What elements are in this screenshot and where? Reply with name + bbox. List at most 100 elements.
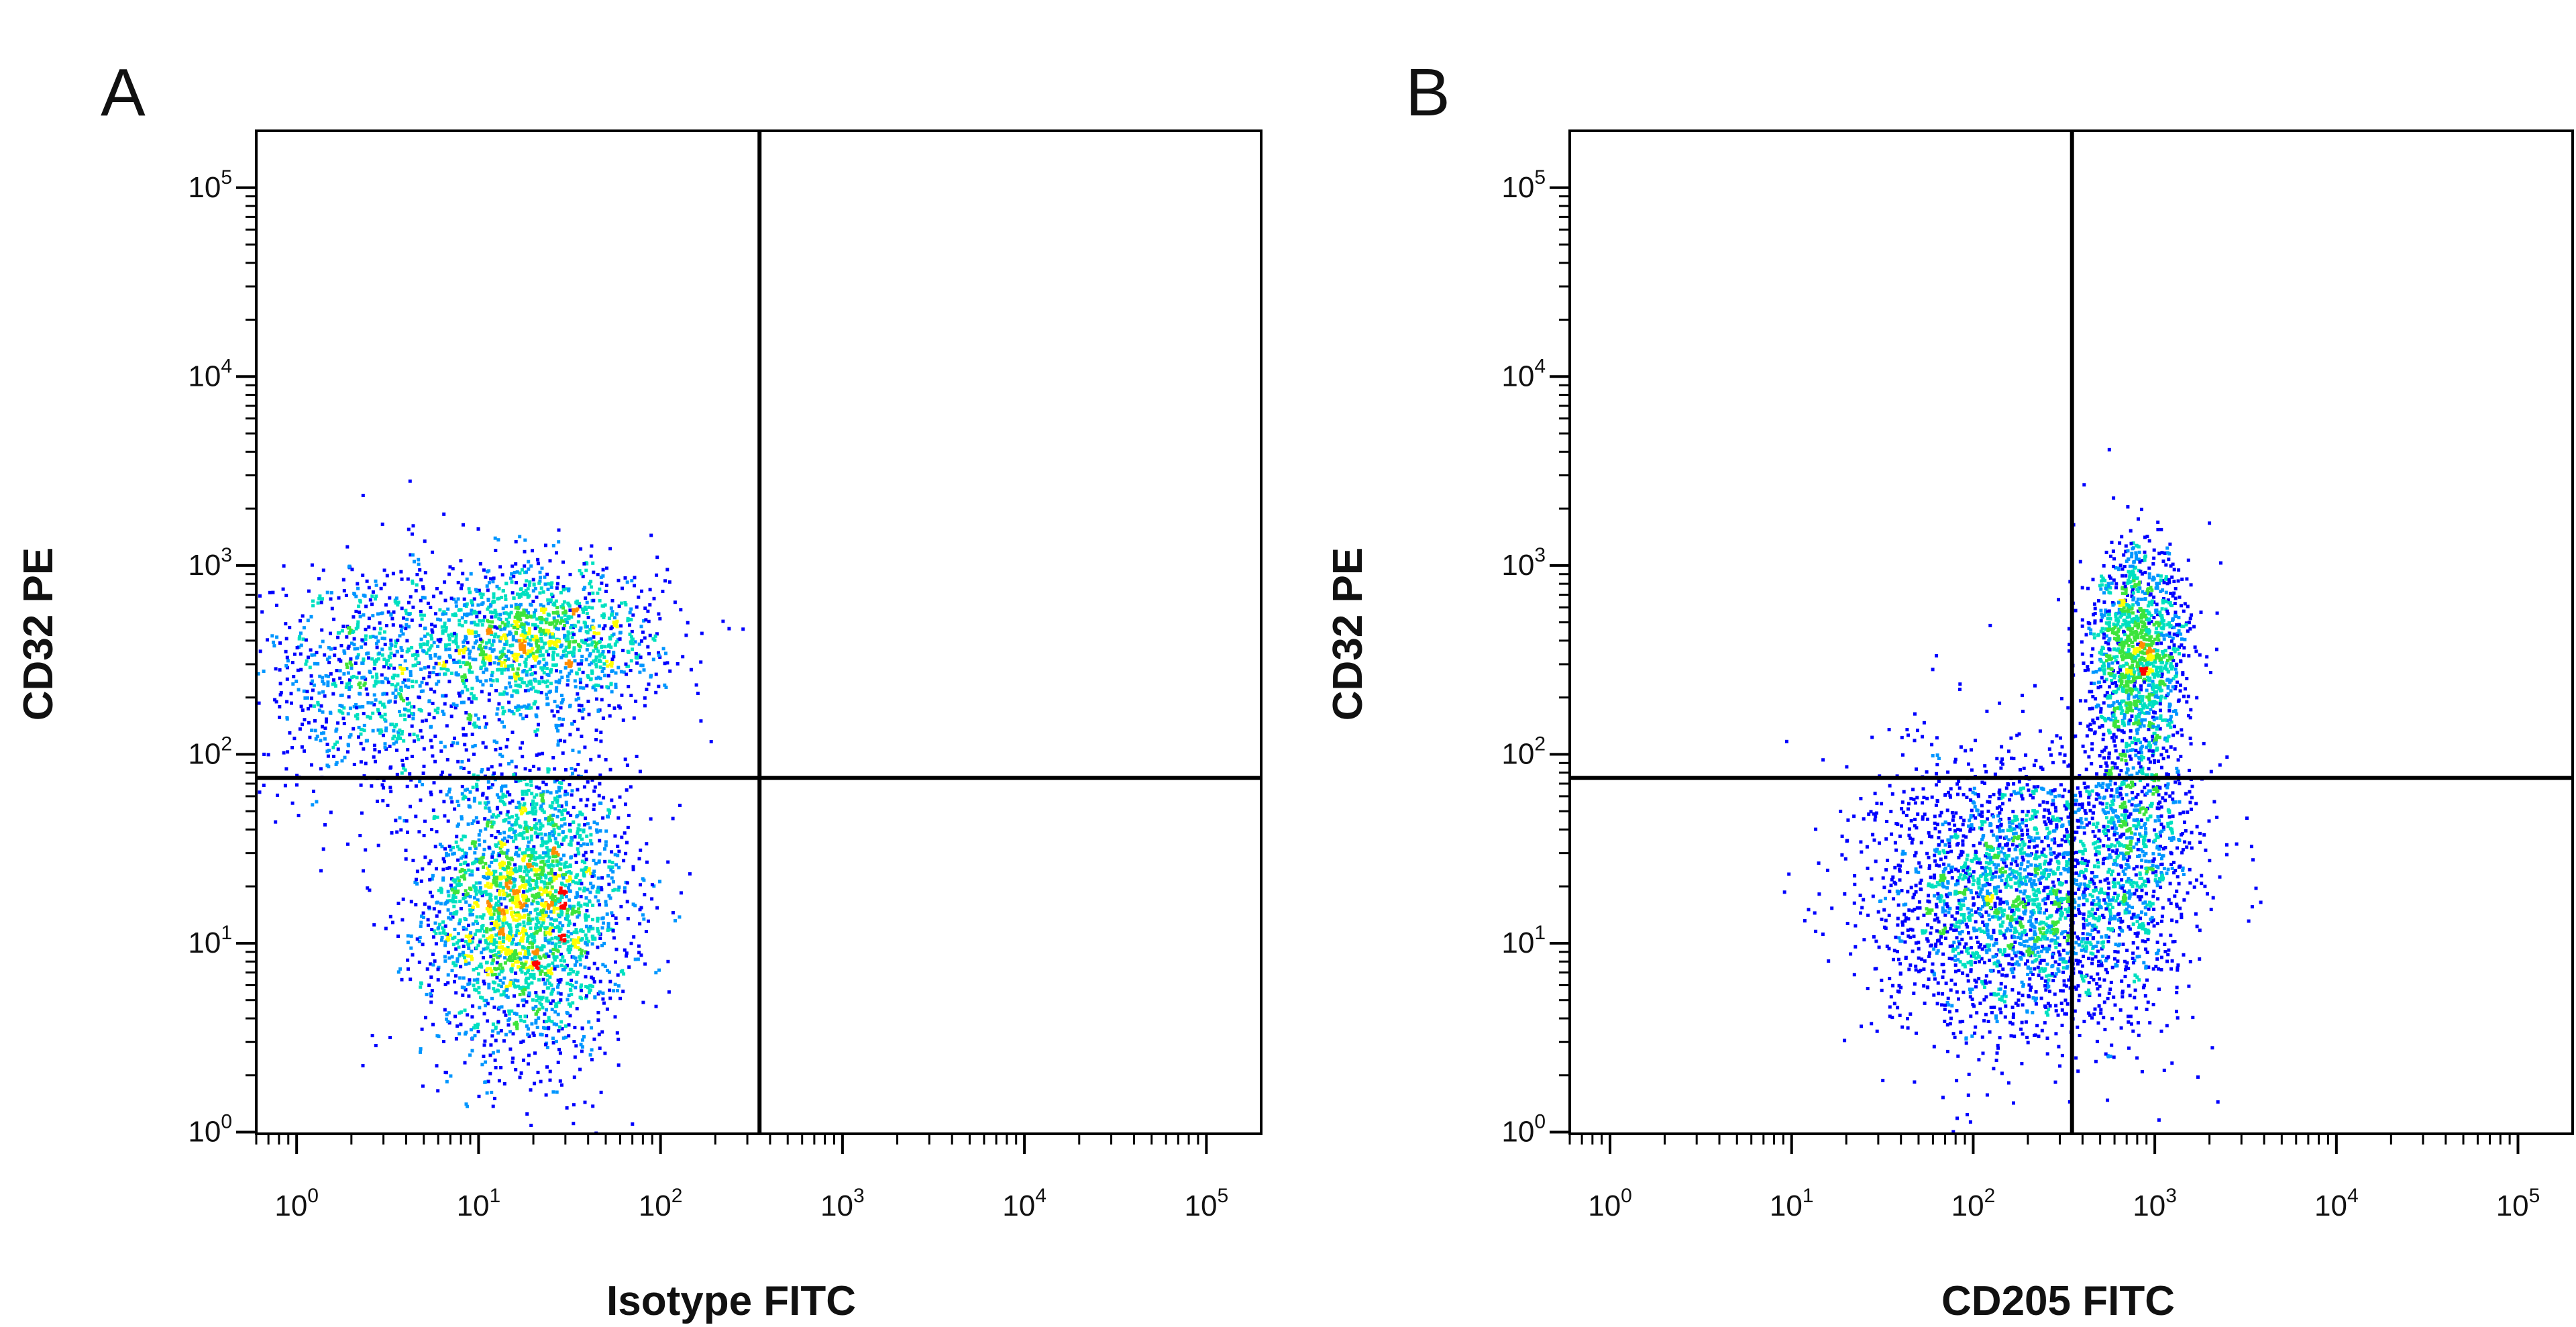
event-dot bbox=[466, 641, 470, 645]
event-dot bbox=[590, 778, 594, 782]
event-dot bbox=[402, 678, 407, 682]
event-dot bbox=[455, 741, 460, 745]
event-dot bbox=[560, 933, 564, 937]
event-dot bbox=[502, 646, 506, 650]
event-dot bbox=[601, 997, 605, 1001]
event-dot bbox=[402, 818, 407, 822]
event-dot bbox=[458, 869, 462, 873]
event-dot bbox=[523, 802, 527, 806]
event-dot bbox=[500, 706, 504, 710]
event-dot bbox=[482, 670, 486, 674]
event-dot bbox=[290, 701, 293, 705]
event-dot bbox=[466, 788, 470, 792]
event-dot bbox=[470, 631, 474, 635]
event-dot bbox=[535, 785, 539, 789]
event-dot bbox=[309, 615, 313, 619]
event-dot bbox=[526, 862, 530, 866]
event-dot bbox=[579, 895, 583, 898]
event-dot bbox=[368, 716, 372, 720]
event-dot bbox=[519, 808, 523, 812]
event-dot bbox=[512, 712, 516, 716]
event-dot bbox=[342, 589, 346, 593]
event-dot bbox=[316, 601, 320, 605]
event-dot bbox=[477, 833, 481, 837]
event-dot bbox=[508, 959, 513, 963]
event-dot bbox=[419, 1050, 422, 1054]
event-dot bbox=[367, 625, 371, 629]
event-dot bbox=[632, 935, 636, 939]
event-dot bbox=[359, 760, 363, 764]
event-dot bbox=[506, 875, 511, 879]
event-dot bbox=[383, 705, 386, 709]
event-dot bbox=[459, 765, 463, 769]
event-dot bbox=[607, 865, 611, 869]
event-dot bbox=[610, 598, 614, 602]
event-dot bbox=[323, 726, 327, 730]
event-dot bbox=[294, 680, 299, 683]
event-dot bbox=[527, 876, 531, 880]
event-dot bbox=[631, 647, 634, 651]
event-dot bbox=[658, 617, 662, 621]
event-dot bbox=[400, 730, 404, 733]
event-dot bbox=[584, 896, 588, 900]
event-dot bbox=[400, 654, 404, 658]
event-dot bbox=[543, 965, 547, 969]
event-dot bbox=[555, 795, 559, 799]
event-dot bbox=[347, 565, 351, 569]
event-dot bbox=[484, 884, 488, 888]
event-dot bbox=[696, 692, 700, 695]
event-dot bbox=[352, 763, 356, 766]
event-dot bbox=[517, 806, 521, 810]
event-dot bbox=[566, 634, 570, 638]
event-dot bbox=[460, 875, 464, 879]
event-dot bbox=[513, 994, 516, 998]
event-dot bbox=[304, 638, 308, 642]
event-dot bbox=[389, 790, 393, 794]
event-dot bbox=[523, 583, 527, 587]
event-dot bbox=[588, 582, 592, 586]
event-dot bbox=[597, 859, 601, 863]
event-dot bbox=[584, 568, 588, 572]
event-dot bbox=[398, 967, 402, 971]
event-dot bbox=[372, 755, 376, 759]
event-dot bbox=[484, 1080, 488, 1084]
event-dot bbox=[357, 735, 360, 739]
event-dot bbox=[594, 861, 598, 865]
event-dot bbox=[541, 851, 545, 855]
event-dot bbox=[513, 978, 517, 982]
event-dot bbox=[584, 769, 588, 774]
event-dot bbox=[551, 801, 555, 805]
event-dot bbox=[626, 617, 630, 621]
event-dot bbox=[596, 1018, 600, 1022]
event-dot bbox=[655, 906, 659, 910]
event-dot bbox=[494, 815, 498, 819]
event-dot bbox=[374, 759, 377, 763]
event-dot bbox=[570, 984, 574, 988]
event-dot bbox=[557, 789, 561, 793]
event-dot bbox=[356, 620, 360, 624]
event-dot bbox=[362, 747, 366, 751]
event-dot bbox=[556, 1061, 560, 1064]
event-dot bbox=[262, 670, 266, 674]
event-dot bbox=[396, 733, 400, 737]
event-dot bbox=[555, 955, 559, 959]
event-dot bbox=[598, 665, 602, 669]
event-dot bbox=[462, 597, 466, 601]
event-dot bbox=[340, 693, 344, 697]
event-dot bbox=[595, 830, 599, 834]
event-dot bbox=[474, 859, 478, 863]
event-dot bbox=[501, 968, 505, 972]
event-dot bbox=[395, 650, 399, 653]
event-dot bbox=[384, 624, 388, 628]
event-dot bbox=[521, 790, 525, 794]
event-dot bbox=[464, 1102, 468, 1106]
event-dot bbox=[495, 807, 499, 810]
event-dot bbox=[498, 625, 502, 629]
event-dot bbox=[551, 947, 555, 951]
event-dot bbox=[598, 782, 602, 786]
event-dot bbox=[553, 898, 557, 902]
event-dot bbox=[274, 667, 278, 671]
event-dot bbox=[2008, 798, 2012, 802]
event-dot bbox=[506, 849, 510, 853]
event-dot bbox=[521, 915, 525, 919]
